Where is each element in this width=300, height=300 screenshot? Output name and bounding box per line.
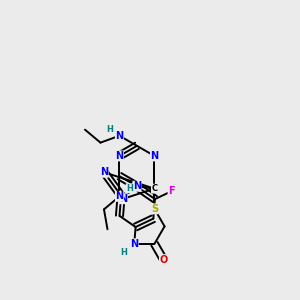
Text: C: C <box>152 184 158 193</box>
Text: N: N <box>130 239 138 249</box>
Text: H: H <box>126 184 133 193</box>
Text: H: H <box>120 248 127 257</box>
Text: F: F <box>168 186 175 196</box>
Text: H: H <box>106 125 113 134</box>
Text: N: N <box>150 151 158 161</box>
Text: N: N <box>116 191 124 201</box>
Text: N: N <box>116 151 124 161</box>
Text: O: O <box>159 255 168 265</box>
Text: N: N <box>133 181 141 191</box>
Text: N: N <box>119 194 128 204</box>
Text: S: S <box>151 204 158 214</box>
Text: N: N <box>100 167 108 177</box>
Text: N: N <box>116 131 124 141</box>
